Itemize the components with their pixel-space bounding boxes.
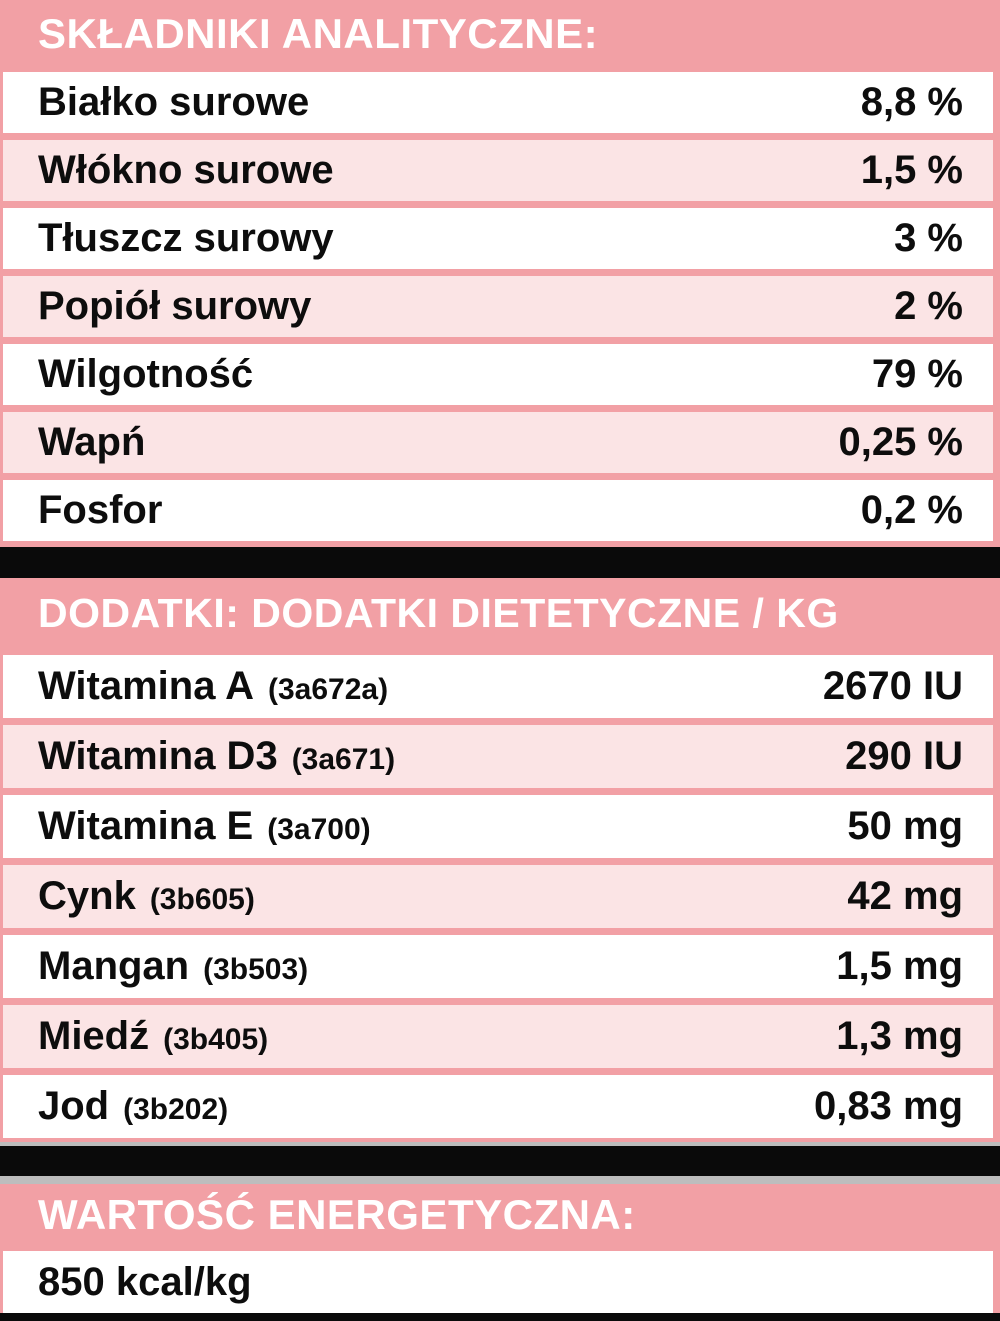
row-label: Wilgotność — [38, 352, 254, 396]
energy-row: 850 kcal/kg — [3, 1251, 993, 1313]
table-row: Fosfor 0,2 % — [3, 480, 993, 541]
row-code: (3a671) — [291, 743, 396, 776]
row-label: Jod — [38, 1084, 110, 1128]
row-label-group: Mangan (3b503) — [38, 944, 308, 989]
row-value: 290 IU — [845, 734, 963, 778]
table-row: Witamina E (3a700) 50 mg — [3, 795, 993, 858]
energy-value: 850 kcal/kg — [38, 1259, 252, 1304]
table-row: Wapń 0,25 % — [3, 412, 993, 473]
row-label-group: Witamina A (3a672a) — [38, 664, 388, 709]
row-value: 0,2 % — [860, 488, 963, 532]
additives-rows: Witamina A (3a672a) 2670 IU Witamina D3 … — [0, 648, 1000, 1138]
row-value: 1,5 mg — [836, 944, 963, 988]
row-label-group: Cynk (3b605) — [38, 874, 255, 919]
row-value: 2 % — [894, 284, 963, 328]
footer-band — [0, 1313, 1000, 1321]
table-row: Witamina D3 (3a671) 290 IU — [3, 725, 993, 788]
row-label: Witamina E — [38, 804, 254, 848]
row-value: 2670 IU — [822, 664, 963, 708]
row-label: Mangan — [38, 944, 190, 988]
table-row: Witamina A (3a672a) 2670 IU — [3, 655, 993, 718]
row-label: Popiół surowy — [38, 284, 312, 328]
row-value: 1,5 % — [860, 148, 963, 192]
row-code: (3b405) — [163, 1023, 269, 1056]
row-value: 50 mg — [847, 804, 963, 848]
table-row: Cynk (3b605) 42 mg — [3, 865, 993, 928]
row-value: 8,8 % — [860, 80, 963, 124]
row-label: Witamina A — [38, 664, 254, 708]
row-value: 79 % — [871, 352, 963, 396]
row-code: (3a700) — [267, 813, 371, 846]
table-row: Włókno surowe 1,5 % — [3, 140, 993, 201]
row-label: Miedź — [38, 1014, 150, 1058]
energy-section-header: WARTOŚĆ ENERGETYCZNA: — [0, 1184, 1000, 1246]
row-code: (3b605) — [149, 883, 255, 916]
section-title: WARTOŚĆ ENERGETYCZNA: — [38, 1191, 636, 1238]
row-label: Witamina D3 — [38, 734, 278, 778]
row-label-group: Jod (3b202) — [38, 1084, 228, 1129]
row-label-group: Miedź (3b405) — [38, 1014, 268, 1059]
analytical-section-header: SKŁADNIKI ANALITYCZNE: — [0, 0, 1000, 68]
row-label-group: Witamina D3 (3a671) — [38, 734, 395, 779]
analytical-rows: Białko surowe 8,8 % Włókno surowe 1,5 % … — [0, 68, 1000, 541]
table-row: Miedź (3b405) 1,3 mg — [3, 1005, 993, 1068]
table-row: Jod (3b202) 0,83 mg — [3, 1075, 993, 1138]
section-title: SKŁADNIKI ANALITYCZNE: — [38, 10, 599, 57]
row-value: 3 % — [894, 216, 963, 260]
table-row: Mangan (3b503) 1,5 mg — [3, 935, 993, 998]
row-value: 0,25 % — [838, 420, 963, 464]
table-row: Popiół surowy 2 % — [3, 276, 993, 337]
row-value: 0,83 mg — [814, 1084, 963, 1128]
row-code: (3b202) — [123, 1093, 229, 1126]
row-label: Fosfor — [38, 488, 163, 532]
row-code: (3a672a) — [267, 673, 389, 706]
row-value: 42 mg — [847, 874, 963, 918]
row-label: Tłuszcz surowy — [38, 216, 334, 260]
additives-section-header: DODATKI: DODATKI DIETETYCZNE / KG — [0, 578, 1000, 648]
row-label: Cynk — [38, 874, 136, 918]
row-label-group: Witamina E (3a700) — [38, 804, 371, 849]
section-title: DODATKI: DODATKI DIETETYCZNE / KG — [38, 589, 839, 636]
divider-band-top — [0, 547, 1000, 578]
row-value: 1,3 mg — [836, 1014, 963, 1058]
table-row: Tłuszcz surowy 3 % — [3, 208, 993, 269]
row-code: (3b503) — [203, 953, 309, 986]
divider-band-bottom — [0, 1146, 1000, 1176]
row-label: Włókno surowe — [38, 148, 334, 192]
row-label: Białko surowe — [38, 80, 310, 124]
grey-line-lower — [0, 1176, 1000, 1184]
row-label: Wapń — [38, 420, 146, 464]
grey-line-upper — [0, 1142, 1000, 1146]
table-row: Białko surowe 8,8 % — [3, 72, 993, 133]
table-row: Wilgotność 79 % — [3, 344, 993, 405]
